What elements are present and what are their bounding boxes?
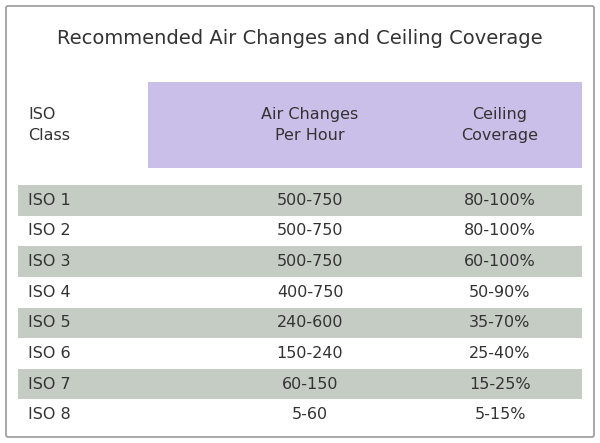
Text: 5-60: 5-60	[292, 407, 328, 422]
Bar	[18, 369, 582, 400]
FancyBboxPatch shape	[6, 6, 594, 437]
Text: 80-100%: 80-100%	[464, 193, 536, 208]
Bar	[18, 338, 582, 369]
Text: ISO 5: ISO 5	[28, 315, 71, 330]
Text: ISO 6: ISO 6	[28, 346, 71, 361]
Text: 80-100%: 80-100%	[464, 223, 536, 238]
Text: 500-750: 500-750	[277, 223, 343, 238]
Bar	[18, 400, 582, 430]
Text: 25-40%: 25-40%	[469, 346, 531, 361]
Text: Ceiling
Coverage: Ceiling Coverage	[461, 107, 539, 143]
Text: 500-750: 500-750	[277, 254, 343, 269]
Text: 150-240: 150-240	[277, 346, 343, 361]
Text: ISO 4: ISO 4	[28, 285, 71, 299]
Text: ISO 8: ISO 8	[28, 407, 71, 422]
Text: 240-600: 240-600	[277, 315, 343, 330]
Text: ISO 1: ISO 1	[28, 193, 71, 208]
Bar	[18, 307, 582, 338]
Text: 15-25%: 15-25%	[469, 377, 531, 392]
Bar	[18, 185, 582, 216]
Text: 35-70%: 35-70%	[469, 315, 530, 330]
Text: ISO 3: ISO 3	[28, 254, 71, 269]
Text: 400-750: 400-750	[277, 285, 343, 299]
Text: ISO
Class: ISO Class	[28, 107, 70, 143]
Text: ISO 7: ISO 7	[28, 377, 71, 392]
Text: 5-15%: 5-15%	[474, 407, 526, 422]
Text: 500-750: 500-750	[277, 193, 343, 208]
Bar	[18, 216, 582, 246]
Bar	[148, 82, 582, 168]
Bar	[18, 277, 582, 307]
Bar	[18, 246, 582, 277]
Text: 60-100%: 60-100%	[464, 254, 536, 269]
Text: Air Changes
Per Hour: Air Changes Per Hour	[262, 107, 359, 143]
Text: Recommended Air Changes and Ceiling Coverage: Recommended Air Changes and Ceiling Cove…	[57, 28, 543, 47]
Text: 50-90%: 50-90%	[469, 285, 531, 299]
Text: ISO 2: ISO 2	[28, 223, 71, 238]
Text: 60-150: 60-150	[282, 377, 338, 392]
